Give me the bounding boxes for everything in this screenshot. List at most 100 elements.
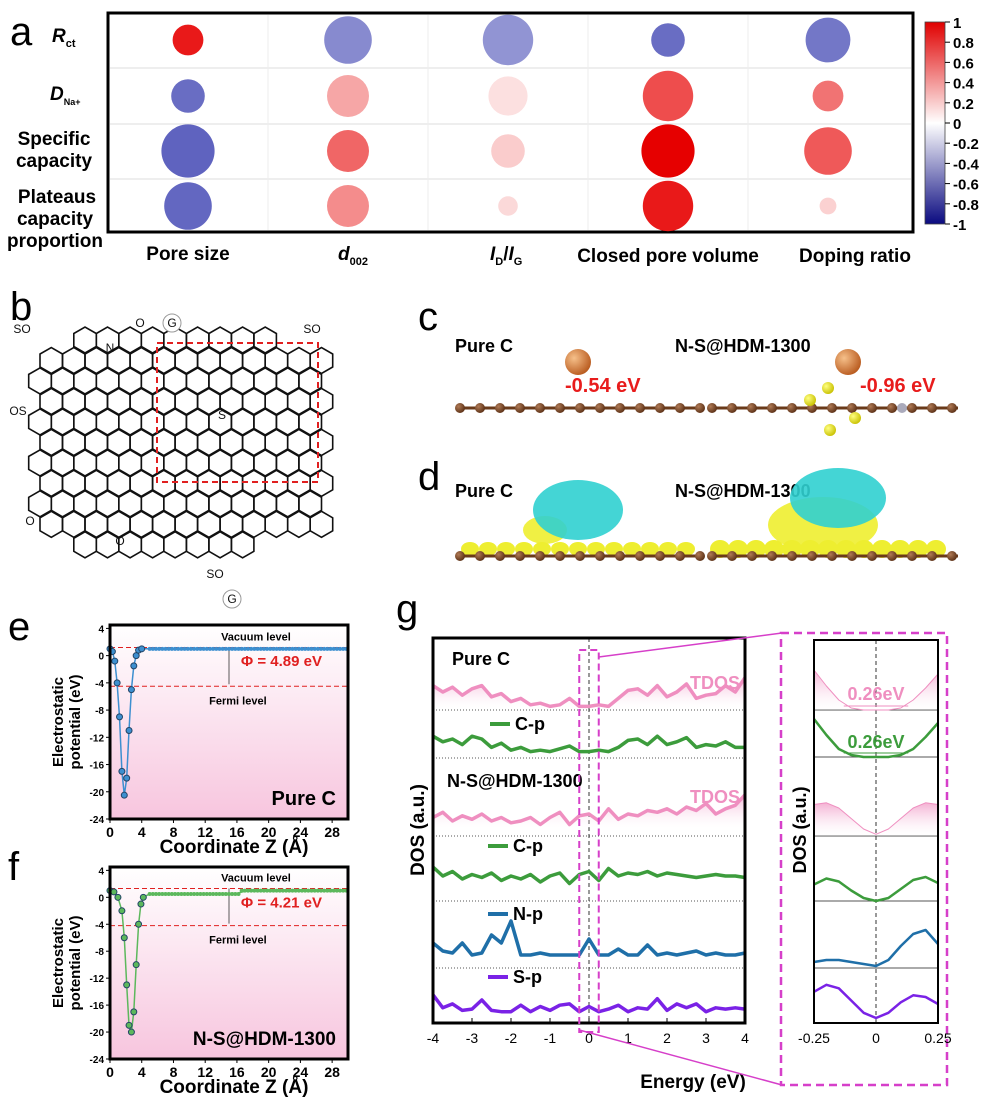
sulfur-atom	[822, 382, 834, 394]
potential-point	[258, 888, 263, 893]
correlation-dot	[324, 16, 372, 64]
y-axis-label: Electrostatic	[50, 677, 67, 767]
potential-point	[246, 646, 251, 651]
colorbar-tick-label: -0.4	[953, 156, 980, 173]
colorbar-tick-label: 1	[953, 15, 961, 32]
carbon-ring	[309, 469, 334, 498]
potential-point	[223, 891, 228, 896]
potential-point	[249, 888, 254, 893]
carbon-ring	[264, 510, 289, 539]
dos-curve	[432, 734, 745, 754]
legend-label: C-p	[513, 836, 543, 856]
potential-point	[123, 981, 131, 989]
potential-point	[284, 888, 289, 893]
correlation-dot	[804, 127, 852, 175]
potential-point	[227, 646, 231, 651]
carbon-atom	[615, 403, 625, 413]
colorbar-tick-label: -0.6	[953, 177, 979, 194]
potential-point	[182, 891, 187, 896]
potential-point	[192, 646, 197, 651]
y-tick-label: -4	[95, 920, 104, 931]
atom-label: O	[25, 514, 34, 528]
potential-point	[236, 891, 241, 896]
potential-point	[287, 888, 292, 893]
x-tick-label: 2	[663, 1030, 671, 1046]
y-tick-label: 0	[98, 893, 104, 904]
y-axis-label: Electrostatic	[50, 918, 67, 1008]
potential-point	[204, 646, 209, 651]
potential-point	[217, 891, 222, 896]
atom-label: SO	[13, 322, 30, 336]
potential-point	[338, 646, 343, 651]
potential-point	[338, 888, 343, 893]
panel-letter-g: g	[396, 587, 418, 631]
potential-point	[201, 891, 206, 896]
potential-point	[265, 646, 270, 651]
carbon-atom	[535, 403, 545, 413]
potential-point	[258, 646, 263, 651]
colorbar-tick-label: -0.8	[953, 197, 979, 214]
potential-point	[176, 891, 181, 896]
atom-label: SO	[303, 322, 320, 336]
carbon-ring	[309, 428, 334, 457]
plot-frame	[108, 623, 350, 821]
potential-point	[195, 646, 200, 651]
dos-curve	[813, 669, 939, 711]
potential-point	[195, 891, 200, 896]
x-tick-label: 0	[106, 824, 114, 840]
atom-label: G	[227, 592, 236, 606]
g-substituent-icon	[222, 589, 242, 609]
potential-point	[268, 888, 273, 893]
potential-point	[277, 888, 282, 893]
potential-point	[331, 646, 336, 651]
sulfur-atom	[824, 424, 836, 436]
potential-point	[120, 791, 128, 799]
sulfur-atom	[804, 394, 816, 406]
atom-label: G	[167, 316, 176, 330]
potential-point	[179, 891, 184, 896]
x-axis-label: Coordinate Z (Å)	[160, 837, 309, 858]
charge-accumulation	[641, 542, 659, 556]
atom-label: SO	[206, 567, 223, 581]
atom-label: O	[115, 534, 124, 548]
potential-point	[116, 713, 124, 721]
correlation-dot	[161, 124, 215, 178]
carbon-atom	[635, 403, 645, 413]
potential-point	[125, 727, 133, 735]
legend-label: TDOS	[690, 673, 740, 693]
carbon-atom	[555, 551, 565, 561]
row-label-plateaus: Plateaus	[18, 187, 96, 208]
potential-point	[160, 891, 165, 896]
potential-point	[306, 646, 311, 651]
potential-point	[157, 646, 162, 651]
potential-point	[284, 646, 289, 651]
carbon-ring	[230, 530, 255, 559]
x-tick-label: 0.25	[924, 1030, 951, 1046]
potential-point	[111, 657, 119, 665]
correlation-heatmap: Rct DNa+ Specific capacity Plateaus capa…	[7, 11, 980, 268]
x-tick-label: 20	[261, 824, 277, 840]
potential-point	[127, 1028, 135, 1036]
potential-point	[341, 888, 346, 893]
y-tick-label: -20	[90, 788, 105, 799]
carbon-atom	[827, 403, 837, 413]
x-tick-label: 0	[585, 1030, 593, 1046]
potential-point	[255, 646, 260, 651]
potential-point	[290, 646, 295, 651]
y-tick-label: -4	[95, 679, 104, 690]
panel-letter-d: d	[418, 455, 440, 499]
potential-point	[138, 645, 146, 653]
potential-point	[154, 891, 159, 896]
potential-point	[265, 888, 270, 893]
dos-curve	[813, 802, 939, 835]
potential-point	[198, 891, 203, 896]
panel-letter-b: b	[10, 285, 32, 329]
y-tick-label: 4	[98, 624, 104, 635]
potential-point	[319, 646, 324, 651]
correlation-dot	[327, 75, 369, 117]
potential-point	[130, 662, 138, 670]
x-tick-label: -0.25	[798, 1030, 830, 1046]
potential-point	[287, 646, 292, 651]
gap-label: 0.26eV	[847, 732, 904, 752]
legend-label: C-p	[515, 714, 545, 734]
